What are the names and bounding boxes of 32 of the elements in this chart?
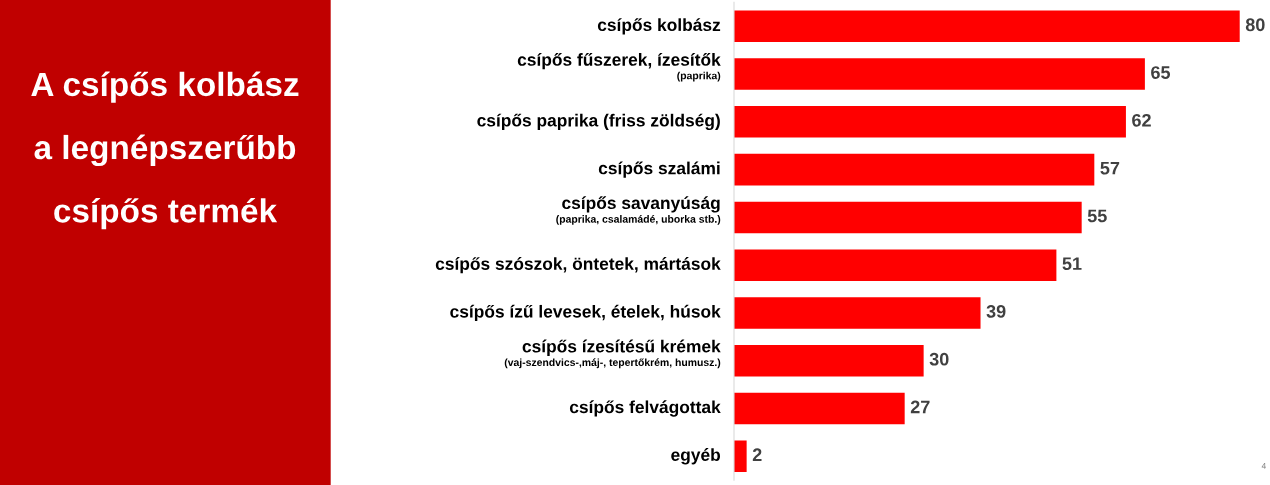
data-label: 80 — [1245, 18, 1265, 32]
bar — [734, 297, 981, 329]
data-label: 27 — [910, 400, 930, 414]
y-tick-label: egyéb — [671, 448, 721, 465]
data-label: 39 — [986, 305, 1006, 318]
text: 4 — [1261, 462, 1266, 469]
bar — [734, 58, 1145, 90]
bar — [734, 106, 1126, 138]
data-label: 62 — [1132, 113, 1151, 127]
bar — [734, 344, 924, 377]
data-label: 30 — [929, 352, 949, 366]
bar — [734, 440, 747, 473]
y-tick-label: csípős paprika (friss zöldség) — [477, 113, 720, 131]
data-label: 55 — [1087, 209, 1107, 223]
data-label: 65 — [1151, 66, 1171, 79]
data-label: 51 — [1062, 257, 1082, 271]
bar — [734, 153, 1095, 186]
y-tick-label: csípős savanyúság (paprika, csalamádé, uborka stb.) — [556, 196, 721, 225]
data-label: 2 — [752, 448, 762, 461]
bar — [734, 10, 1240, 43]
y-tick-label: csípős felvágottak — [569, 400, 721, 417]
text: A csípős kolbász a legnépszerűbb csípős termék — [31, 71, 299, 230]
y-tick-label: csípős ízű levesek, ételek, húsok — [450, 304, 721, 322]
y-tick-label: csípős kolbász — [597, 18, 721, 35]
bar — [734, 201, 1082, 234]
bar — [734, 392, 905, 425]
y-tick-label: csípős ízesítésű krémek (vaj-szendvics-,máj-, tepertőkrém, humusz.) — [504, 339, 721, 369]
y-tick-label: csípős fűszerek, ízesítők (paprika) — [517, 52, 721, 82]
bar — [734, 249, 1057, 281]
y-tick-label: csípős szószok, öntetek, mártások — [435, 257, 721, 274]
y-tick-label: csípős szalámi — [598, 161, 720, 178]
data-label: 57 — [1100, 161, 1120, 175]
